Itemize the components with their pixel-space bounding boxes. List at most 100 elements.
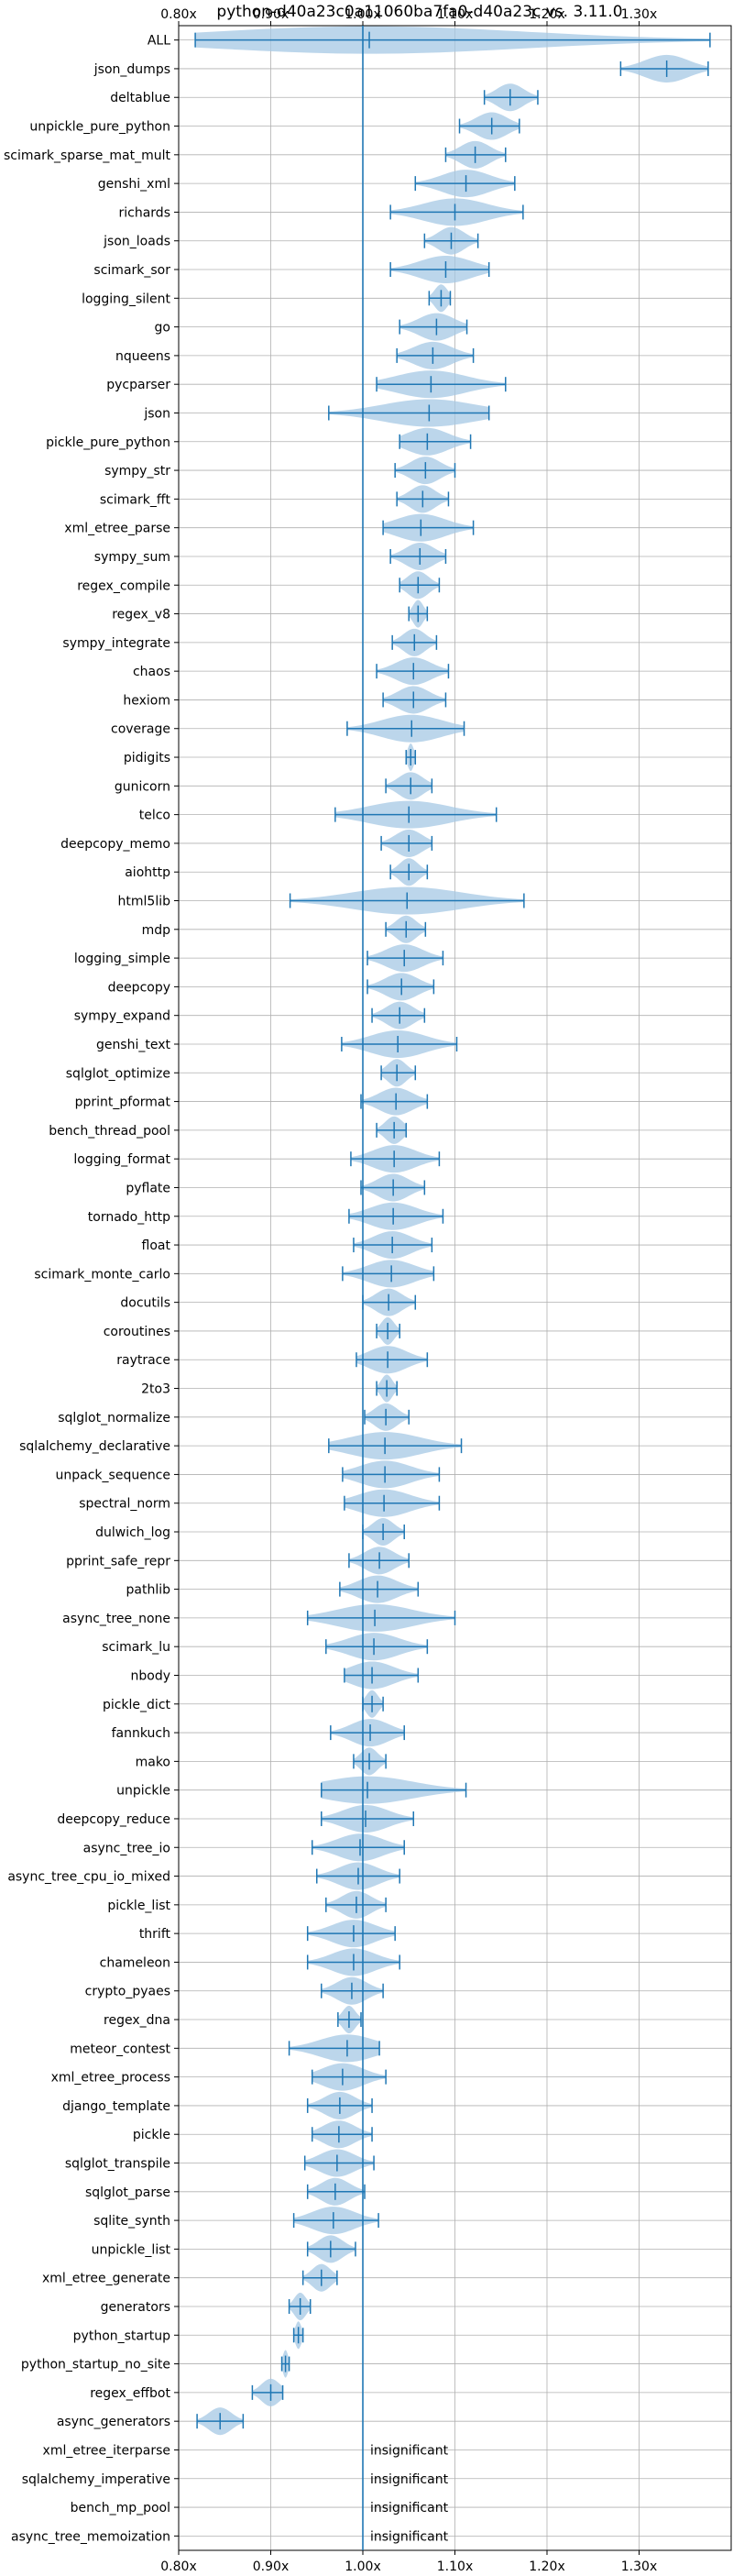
benchmark-label: gunicorn [115,779,170,794]
benchmark-label: deepcopy_reduce [57,1812,170,1827]
benchmark-label: float [142,1238,171,1253]
benchmark-label: bench_thread_pool [49,1124,170,1139]
benchmark-label: json_dumps [93,62,170,77]
benchmark-label: unpickle_list [92,2242,171,2257]
benchmark-label: deepcopy_memo [60,837,170,852]
benchmark-label: sympy_expand [74,1009,170,1024]
benchmark-label: async_tree_cpu_io_mixed [7,1870,170,1885]
benchmark-label: json [143,406,170,421]
benchmark-label: pyflate [126,1181,170,1195]
benchmark-label: scimark_lu [102,1640,170,1655]
benchmark-label: html5lib [118,895,171,909]
benchmark-label: pprint_pformat [75,1095,171,1110]
benchmark-label: scimark_sparse_mat_mult [4,149,170,163]
insignificant-label: insignificant [370,2443,449,2458]
benchmark-label: nqueens [115,349,170,364]
benchmark-label: logging_format [73,1152,170,1167]
x-tick-label-top: 1.20x [529,7,564,22]
benchmark-label: crypto_pyaes [85,1985,170,1999]
x-tick-label-bottom: 1.10x [437,2559,473,2574]
x-tick-label-top: 0.80x [160,7,196,22]
benchmark-label: async_tree_io [83,1841,170,1855]
x-tick-label-bottom: 0.80x [160,2559,196,2574]
benchmark-label: sqlglot_normalize [58,1411,170,1426]
benchmark-label: richards [119,205,171,220]
benchmark-label: xml_etree_generate [42,2272,170,2286]
benchmark-label: unpickle [116,1784,170,1799]
benchmark-label: regex_effbot [90,2386,170,2401]
benchmark-label: meteor_contest [70,2042,170,2056]
benchmark-label: ALL [148,34,170,49]
benchmark-label: unpack_sequence [56,1468,170,1482]
x-tick-label-top: 1.30x [621,7,657,22]
benchmark-label: chameleon [100,1955,170,1970]
benchmark-label: python_startup [73,2328,170,2343]
benchmark-label: generators [101,2300,170,2315]
benchmark-label: mako [136,1755,170,1769]
x-tick-label-bottom: 1.30x [621,2559,657,2574]
benchmark-label: raytrace [116,1353,170,1368]
benchmark-label: unpickle_pure_python [29,120,170,135]
benchmark-label: telco [139,809,170,823]
chart-title: python-d40a23c0a11060ba7fa0-d40a23c vs. … [216,3,622,21]
benchmark-label: xml_etree_iterparse [43,2443,170,2458]
benchmark-label: genshi_text [96,1038,171,1052]
benchmark-label: xml_etree_process [51,2071,170,2086]
benchmark-label: regex_dna [104,2013,170,2028]
benchmark-label: dulwich_log [95,1525,170,1540]
benchmark-label: sympy_sum [94,550,170,565]
x-tick-label-top: 1.10x [437,7,473,22]
benchmark-label: pickle [133,2128,170,2142]
benchmark-label: tornado_http [88,1210,170,1225]
benchmark-label: pickle_dict [103,1698,171,1712]
benchmark-label: deltablue [110,91,170,105]
label-layer: ALL json_dumps deltablue unpickle_pure_pyth… [4,34,170,2545]
x-tick-label-top: 1.00x [345,7,380,22]
benchmark-label: django_template [62,2099,170,2114]
benchmark-label: json_loads [103,235,170,249]
benchmark-label: scimark_monte_carlo [34,1267,170,1282]
benchmark-label: go [155,321,170,336]
benchmark-label: scimark_fft [100,492,171,507]
benchmark-label: 2to3 [141,1382,170,1397]
benchmark-label: coverage [111,722,170,737]
x-tick-label-top: 0.90x [253,7,289,22]
benchmark-label: async_tree_memoization [11,2529,170,2544]
benchmark-label: aiohttp [125,865,170,880]
benchmark-label: async_tree_none [62,1612,170,1626]
benchmark-label: pathlib [126,1583,171,1598]
benchmark-label: sympy_str [104,464,170,479]
benchmark-label: async_generators [57,2415,170,2429]
benchmark-label: sqlalchemy_imperative [22,2472,170,2487]
x-tick-label-bottom: 0.90x [253,2559,289,2574]
benchmark-label: genshi_xml [98,177,170,192]
benchmark-label: spectral_norm [79,1497,170,1512]
benchmark-label: coroutines [104,1325,170,1339]
benchmark-label: xml_etree_parse [64,522,170,536]
violin-layer: insignificant insignificant insignificant i… [194,26,711,2544]
benchmark-label: python_startup_no_site [21,2358,170,2372]
benchmark-label: pickle_list [107,1899,170,1913]
benchmark-label: pycparser [106,378,170,392]
benchmark-label: pidigits [124,751,170,765]
benchmark-label: logging_simple [74,952,170,966]
benchmark-label: hexiom [123,693,170,708]
benchmark-label: sqlglot_parse [85,2185,170,2200]
benchmark-label: thrift [139,1927,171,1942]
benchmark-label: sqlglot_transpile [65,2157,170,2172]
benchmark-label: pickle_pure_python [46,435,170,450]
benchmark-label: sqlglot_optimize [66,1066,170,1081]
benchmark-label: fannkuch [112,1726,170,1741]
benchmark-label: deepcopy [108,980,170,995]
benchmark-label: sqlalchemy_declarative [19,1439,170,1454]
benchmark-label: regex_v8 [112,608,170,622]
insignificant-label: insignificant [370,2501,449,2515]
benchmark-label: scimark_sor [93,263,170,278]
benchmark-label: nbody [131,1668,171,1683]
benchmark-label: sympy_integrate [62,636,170,651]
insignificant-label: insignificant [370,2472,449,2487]
benchmark-label: logging_silent [82,292,170,306]
x-tick-label-bottom: 1.20x [529,2559,564,2574]
grid-layer [178,26,731,2550]
